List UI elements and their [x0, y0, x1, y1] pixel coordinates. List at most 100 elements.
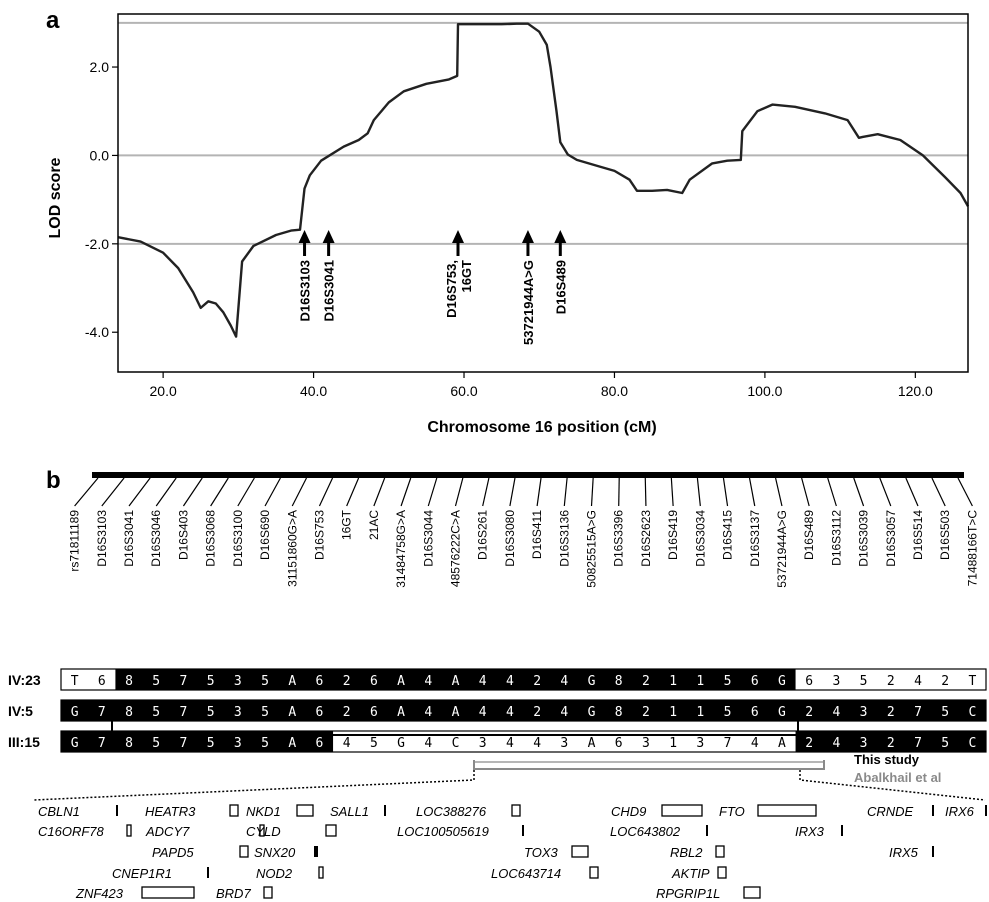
haplotype-rows: IV:23 T 6 8 5 7 5 3 5 A 6 2 6 A 4 A 4 4 2 4 G 8 2 1 1 5 6 G 6 3 5 2 4 2 TI…	[8, 668, 987, 753]
gene-name: LOC100505619	[397, 824, 489, 839]
haplotype-marker-label: D16S3041	[122, 510, 136, 567]
haplotype-marker-label: D16S753	[312, 510, 326, 560]
allele-cell: 1	[669, 736, 677, 751]
allele-cell: 4	[832, 736, 840, 751]
allele-cell: 4	[560, 674, 568, 689]
gene-glyph	[296, 804, 314, 817]
gene-map: CBLN1 C16ORF78 HEATR3 ADCY7 PAPD5 CNEP1R1 ZNF4…	[38, 804, 987, 901]
haplotype-marker-label: 31151860G>A	[285, 510, 299, 587]
marker-leader-line	[318, 477, 334, 507]
gene-entry: RPGRIP1L	[656, 886, 761, 901]
gene-name: CRNDE	[867, 804, 914, 819]
haplotype-row: IV:23 T 6 8 5 7 5 3 5 A 6 2 6 A 4 A 4 4 2 4 G 8 2 1 1 5 6 G 6 3 5 2 4 2 T	[8, 668, 987, 691]
marker-arrow-head	[554, 230, 567, 243]
allele-cell: A	[778, 736, 786, 751]
allele-cell: A	[452, 674, 460, 689]
gene-name: C16ORF78	[38, 824, 105, 839]
y-tick-label: -2.0	[85, 236, 109, 252]
gene-glyph	[116, 805, 118, 816]
haplotype-marker-label: D16S503	[938, 510, 952, 560]
allele-cell: A	[588, 736, 596, 751]
allele-cell: 3	[234, 705, 242, 720]
allele-cell: 5	[152, 705, 160, 720]
marker-leader-line	[373, 477, 386, 507]
marker-leader-line	[774, 477, 783, 507]
allele-cell: T	[968, 674, 976, 689]
gene-glyph	[384, 805, 386, 816]
haplotype-row-label: IV:5	[8, 703, 33, 719]
haplotype-row-label: III:15	[8, 734, 40, 750]
gene-name: ADCY7	[145, 824, 190, 839]
haplotype-marker-label: D16S415	[721, 510, 735, 560]
marker-leader-line	[801, 477, 810, 507]
marker-leader-line	[400, 477, 412, 507]
x-axis-ticks: 20.0 40.0 60.0 80.0 100.0 120.0	[150, 372, 933, 399]
marker-arrow-label-line: D16S3041	[322, 260, 337, 321]
allele-cell: G	[397, 736, 405, 751]
gene-entry: IRX6	[945, 804, 987, 819]
gene-name: RPGRIP1L	[656, 886, 720, 901]
allele-cell: 3	[560, 736, 568, 751]
gene-name: HEATR3	[145, 804, 196, 819]
gene-entry: SNX20	[254, 845, 318, 860]
haplotype-marker-label: D16S3103	[95, 510, 109, 567]
marker-arrow-label: D16S3103	[298, 260, 313, 321]
allele-cell: 7	[98, 736, 106, 751]
x-tick-label: 120.0	[898, 383, 933, 399]
y-tick-label: 2.0	[90, 59, 110, 75]
allele-cell: G	[778, 674, 786, 689]
marker-arrow-head	[452, 230, 464, 243]
marker-leader-line	[454, 477, 464, 507]
marker-labels: rs71811189 D16S3103 D16S3041 D16S3046 D16S40…	[68, 509, 980, 587]
haplotype-marker-label: D16S514	[911, 510, 925, 560]
y-axis-title: LOD score	[47, 157, 64, 238]
marker-arrow-label-line: D16S489	[553, 260, 568, 314]
allele-cell: 6	[751, 674, 759, 689]
allele-cell: 2	[941, 674, 949, 689]
allele-cell: 2	[343, 705, 351, 720]
allele-cell: 2	[642, 705, 650, 720]
gene-glyph	[239, 845, 249, 858]
allele-cell: 6	[370, 705, 378, 720]
gene-entry: IRX3	[795, 824, 843, 839]
allele-cell: 8	[615, 705, 623, 720]
marker-arrow-label: D16S3041	[322, 260, 337, 321]
x-tick-label: 60.0	[450, 383, 477, 399]
allele-cell: 7	[914, 705, 922, 720]
allele-cell: 6	[98, 674, 106, 689]
allele-cell: 3	[234, 674, 242, 689]
marker-arrow: D16S489	[553, 230, 568, 314]
marker-arrow-label: D16S489	[553, 260, 568, 314]
haplotype-marker-label: D16S3046	[149, 510, 163, 567]
haplotype-marker-label: 53721944A>G	[775, 510, 789, 588]
gene-name: CNEP1R1	[112, 866, 172, 881]
panel-a-label: a	[46, 7, 60, 34]
gene-glyph	[717, 866, 727, 879]
allele-cell: 2	[805, 705, 813, 720]
haplotype-marker-label: D16S2623	[639, 510, 653, 567]
allele-cell: 4	[560, 705, 568, 720]
marker-leader-line	[536, 477, 542, 507]
plot-frame	[117, 13, 969, 373]
allele-cell: 2	[887, 674, 895, 689]
allele-cell: 4	[479, 674, 487, 689]
marker-arrow-label: D16S753,16GT	[444, 260, 474, 318]
allele-cell: 3	[696, 736, 704, 751]
abalkhail-label: Abalkhail et al	[854, 770, 941, 785]
gene-glyph	[259, 824, 265, 837]
marker-leader-line	[644, 477, 647, 507]
marker-leader-line	[827, 477, 837, 507]
allele-cell: 7	[724, 736, 732, 751]
panel-b-label: b	[46, 467, 61, 494]
gene-name: PAPD5	[152, 845, 194, 860]
allele-cell: 5	[941, 705, 949, 720]
marker-arrow-label-line: 16GT	[459, 260, 474, 293]
allele-cell: 5	[370, 736, 378, 751]
gene-entry: LOC643714	[491, 866, 599, 881]
gene-glyph	[932, 805, 934, 816]
haplotype-row-label: IV:23	[8, 672, 41, 688]
allele-cell: G	[588, 705, 596, 720]
gene-entry: NOD2	[256, 866, 324, 881]
allele-cell: 2	[533, 674, 541, 689]
gene-entry: C16ORF78	[38, 824, 132, 839]
